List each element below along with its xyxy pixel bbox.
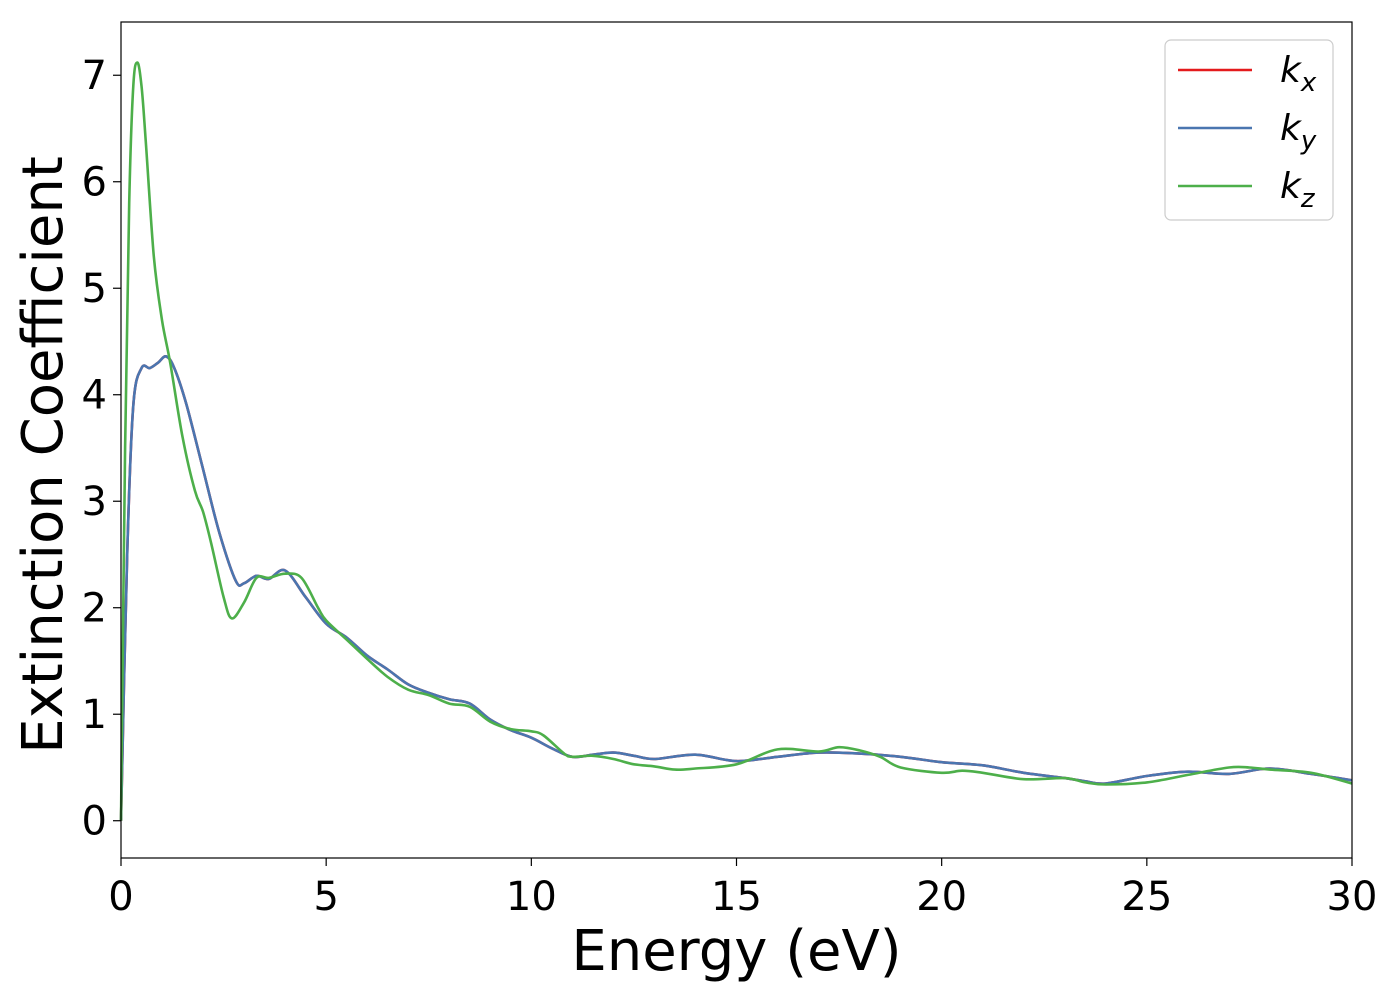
legend-label-subscript: y	[1300, 126, 1317, 156]
x-axis-ticks: 0 5 10 15 20 25 30	[108, 858, 1377, 920]
plot-lines	[119, 61, 1353, 821]
x-tick-label: 30	[1327, 874, 1378, 920]
legend-label-main: k	[1280, 108, 1303, 149]
legend-label-subscript: x	[1300, 68, 1317, 98]
x-tick-label: 5	[313, 874, 338, 920]
legend-label-main: k	[1280, 166, 1303, 207]
series-line-k-z	[119, 61, 1353, 821]
legend-label-z: kz	[1280, 166, 1316, 214]
x-tick-label: 10	[506, 874, 557, 920]
x-tick-label: 0	[108, 874, 133, 920]
y-tick-label: 7	[82, 53, 107, 99]
x-tick-label: 15	[711, 874, 762, 920]
y-tick-label: 6	[82, 160, 107, 206]
y-tick-label: 5	[82, 266, 107, 312]
series-line-k-y	[119, 355, 1353, 821]
legend-label-subscript: z	[1300, 184, 1316, 214]
x-tick-label: 20	[916, 874, 967, 920]
legend-label-y: ky	[1280, 108, 1317, 156]
y-tick-label: 2	[82, 586, 107, 632]
y-tick-label: 0	[82, 799, 107, 845]
y-axis-title: Extinction Coefficient	[11, 156, 76, 754]
x-axis-title: Energy (eV)	[571, 919, 901, 984]
x-tick-label: 25	[1121, 874, 1172, 920]
series-line-k-x	[119, 355, 1353, 821]
y-tick-label: 3	[82, 479, 107, 525]
legend-label-x: kx	[1280, 50, 1317, 98]
legend-box	[1164, 39, 1334, 221]
y-axis-ticks: 0 1 2 3 4 5 6 7	[82, 53, 121, 845]
y-tick-label: 4	[82, 373, 107, 419]
legend-label-main: k	[1280, 50, 1303, 91]
y-tick-label: 1	[82, 692, 107, 738]
